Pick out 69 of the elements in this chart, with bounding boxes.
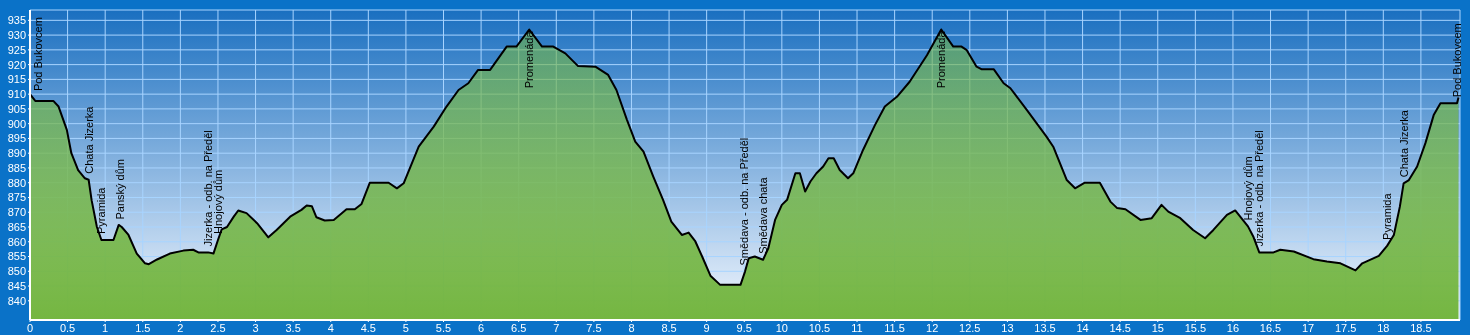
x-tick-label: 13 — [1001, 321, 1014, 334]
annotation: Chata Jizerka — [1397, 109, 1410, 178]
x-tick-label: 14.5 — [1109, 321, 1131, 334]
x-tick-label: 5.5 — [435, 321, 452, 334]
x-tick-label: 6.5 — [511, 321, 527, 334]
x-tick-label: 17 — [1302, 321, 1315, 334]
annotation: Pod Bukovcem — [31, 17, 44, 92]
x-tick-label: 15.5 — [1184, 321, 1207, 334]
x-tick-label: 0 — [26, 321, 34, 334]
x-tick-label: 9 — [703, 321, 710, 334]
y-tick-label: 910 — [7, 88, 26, 101]
x-tick-label: 2.5 — [210, 321, 226, 334]
x-tick-label: 13.5 — [1034, 321, 1056, 334]
x-tick-label: 9.5 — [736, 321, 752, 334]
x-tick-label: 7.5 — [586, 321, 602, 334]
y-tick-label: 895 — [7, 132, 26, 145]
x-tick-label: 4.5 — [360, 321, 376, 334]
x-tick-label: 10 — [775, 321, 788, 334]
y-tick-label: 890 — [7, 147, 26, 160]
y-tick-label: 915 — [7, 73, 26, 86]
x-tick-label: 16.5 — [1259, 321, 1282, 334]
x-tick-label: 7 — [553, 321, 560, 334]
x-tick-label: 14 — [1076, 321, 1089, 334]
annotation: Pyramida — [95, 186, 108, 234]
x-tick-label: 3 — [252, 321, 259, 334]
y-tick-label: 930 — [7, 29, 26, 41]
y-tick-label: 860 — [7, 235, 26, 248]
y-tick-label: 850 — [7, 265, 26, 278]
x-tick-label: 11.5 — [884, 321, 905, 334]
x-tick-label: 3.5 — [285, 321, 301, 334]
annotation: Smědava chata — [757, 176, 770, 254]
x-tick-label: 15 — [1151, 321, 1164, 334]
x-tick-label: 8 — [628, 321, 635, 334]
annotation: Pod Bukovcem — [1450, 23, 1463, 98]
x-tick-label: 4 — [327, 321, 334, 334]
annotation: Panský dům — [114, 158, 127, 220]
x-tick-label: 1 — [102, 321, 109, 334]
x-tick-label: 2 — [177, 321, 184, 334]
y-tick-label: 855 — [7, 250, 26, 263]
annotation: Hnojový dům — [1241, 156, 1254, 221]
x-tick-label: 5 — [402, 321, 409, 334]
y-tick-label: 870 — [7, 206, 26, 219]
y-tick-label: 875 — [7, 191, 26, 204]
annotation: Smědava - odb. na Předěl — [738, 137, 751, 266]
annotation: Pyramida — [1381, 192, 1394, 240]
x-tick-label: 12.5 — [959, 321, 981, 334]
y-tick-label: 905 — [7, 102, 26, 115]
y-tick-label: 840 — [7, 294, 26, 307]
y-tick-label: 925 — [7, 43, 26, 56]
y-tick-label: 900 — [7, 117, 26, 130]
y-tick-label: 920 — [7, 58, 26, 71]
x-tick-label: 18 — [1377, 321, 1390, 334]
y-tick-label: 865 — [7, 220, 26, 233]
x-tick-label: 0.5 — [59, 321, 76, 334]
x-tick-label: 1.5 — [135, 321, 151, 334]
y-tick-label: 845 — [7, 279, 26, 292]
y-tick-label: 935 — [7, 14, 26, 27]
x-tick-label: 12 — [926, 321, 939, 334]
x-tick-label: 18.5 — [1410, 321, 1432, 334]
x-tick-label: 6 — [478, 321, 485, 334]
annotation: Jizerka - odb. na Předěl — [1253, 130, 1266, 247]
x-tick-label: 11 — [851, 321, 863, 334]
x-tick-label: 8.5 — [661, 321, 677, 334]
x-tick-label: 16 — [1226, 321, 1240, 334]
y-tick-label: 885 — [7, 161, 26, 174]
y-tick-label: 880 — [7, 176, 26, 189]
annotation: Chata Jizerka — [82, 105, 95, 174]
x-tick-label: 17.5 — [1335, 321, 1357, 334]
x-tick-label: 10.5 — [808, 321, 831, 334]
